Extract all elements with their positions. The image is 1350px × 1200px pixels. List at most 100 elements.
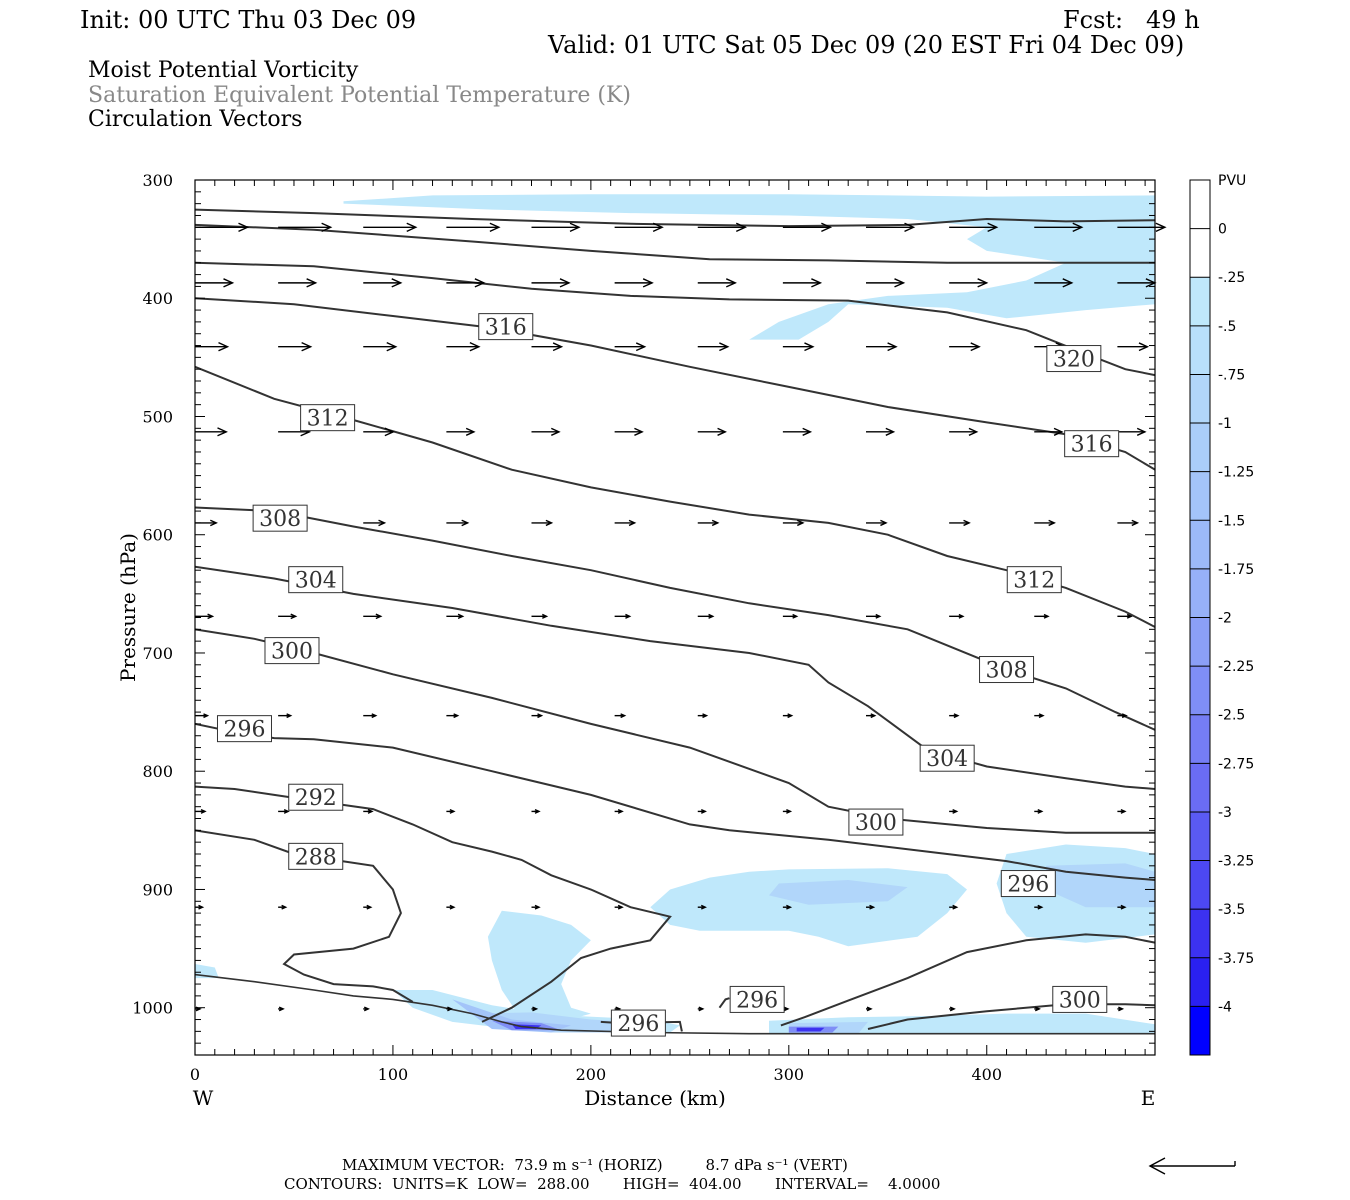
circulation-vector: [866, 613, 882, 619]
svg-text:316: 316: [485, 316, 527, 341]
svg-text:300: 300: [855, 811, 897, 836]
theta-contour-11: [195, 297, 1155, 471]
colorbar-level-label: -3.25: [1218, 854, 1254, 870]
circulation-vector: [782, 342, 815, 352]
contour-label: 308: [979, 656, 1035, 684]
circulation-vectors-layer: [195, 222, 1167, 1012]
circulation-vector: [1117, 519, 1140, 527]
reference-vector: [1148, 1157, 1236, 1175]
theta-contour-14: [195, 208, 1155, 228]
axes-layer: 0 100 200 300 400 300 400 500 600 700 800 900 1000 Di…: [116, 171, 1156, 1110]
circulation-vector: [195, 904, 205, 910]
circulation-vector: [697, 808, 707, 814]
theta-contour-2: [195, 722, 1155, 881]
colorbar: PVU 0 -.25 -.5 -.75 -1 -1.25 -1.5 -1.75 -2 -2.25 -2…: [1189, 173, 1254, 1056]
colorbar-swatch: [1190, 520, 1210, 570]
colorbar-swatch: [1190, 471, 1210, 521]
svg-text:296: 296: [736, 988, 778, 1013]
circulation-vector: [446, 342, 481, 352]
circulation-vector: [866, 519, 888, 527]
circulation-vector: [446, 1006, 454, 1012]
colorbar-swatch: [1190, 763, 1210, 813]
svg-text:292: 292: [295, 786, 337, 811]
circulation-vector: [195, 808, 207, 814]
pv-region-5: [769, 1013, 1155, 1034]
contour-label: 300: [1052, 985, 1108, 1013]
pv-region-0: [343, 194, 1155, 340]
contour-label: 312: [1006, 566, 1062, 594]
contour-label: 308: [252, 504, 308, 532]
x-tick-label: 300: [774, 1065, 805, 1084]
circulation-vector: [195, 222, 250, 232]
circulation-vector: [697, 427, 727, 436]
circulation-vector: [782, 519, 805, 527]
colorbar-swatch: [1190, 1006, 1210, 1056]
circulation-vector: [195, 613, 215, 620]
contour-label: 312: [300, 404, 356, 432]
circulation-vector: [949, 519, 971, 527]
y-tick-label: 700: [142, 644, 173, 663]
contour-label: 296: [1000, 870, 1056, 898]
theta-contour-4: [718, 997, 730, 1009]
circulation-vector: [531, 278, 571, 288]
circulation-vector: [531, 222, 581, 232]
colorbar-unit: PVU: [1218, 173, 1246, 189]
theta-contour-15: [195, 973, 1155, 1035]
colorbar-swatch: [1190, 180, 1210, 230]
svg-text:308: 308: [259, 507, 301, 532]
circulation-vector: [949, 342, 981, 352]
circulation-vector: [446, 904, 456, 910]
circulation-vector: [614, 808, 624, 814]
colorbar-swatch: [1190, 374, 1210, 424]
max-vector-note: MAXIMUM VECTOR: 73.9 m s⁻¹ (HORIZ) 8.7 d…: [342, 1156, 848, 1174]
colorbar-level-label: -.75: [1218, 367, 1245, 383]
circulation-vector: [1117, 427, 1147, 436]
circulation-vector: [531, 713, 544, 719]
contour-info: CONTOURS: UNITS=K LOW= 288.00 HIGH= 404.…: [284, 1175, 941, 1193]
circulation-vector: [363, 1006, 370, 1012]
colorbar-level-label: -3.75: [1218, 951, 1254, 967]
circulation-vector: [278, 613, 298, 620]
contour-label: 316: [1064, 430, 1120, 458]
x-tick-label: 200: [576, 1065, 607, 1084]
valid-time: Valid: 01 UTC Sat 05 Dec 09 (20 EST Fri …: [548, 31, 1185, 59]
circulation-vector: [363, 613, 383, 620]
circulation-vector: [278, 222, 333, 232]
colorbar-level-label: -1.5: [1218, 513, 1245, 529]
circulation-vector: [697, 613, 715, 619]
circulation-vector: [614, 613, 632, 619]
circulation-vector: [446, 808, 456, 814]
colorbar-swatch: [1190, 909, 1210, 959]
circulation-vector: [614, 519, 637, 527]
field-title-theta-es: Saturation Equivalent Potential Temperat…: [88, 83, 631, 108]
circulation-vector: [866, 904, 876, 910]
circulation-vector: [866, 278, 906, 288]
west-label: W: [193, 1086, 214, 1110]
circulation-vector: [614, 427, 644, 436]
colorbar-swatch: [1190, 811, 1210, 862]
circulation-vector: [949, 713, 960, 719]
colorbar-level-label: -3.5: [1218, 902, 1245, 918]
contour-label: 288: [288, 842, 344, 870]
field-title-pv: Moist Potential Vorticity: [88, 58, 359, 83]
circulation-vector: [949, 808, 959, 814]
colorbar-swatch: [1190, 957, 1210, 1007]
pv-shading-layer: [195, 194, 1155, 1034]
circulation-vector: [278, 713, 293, 719]
y-tick-label: 1000: [132, 999, 173, 1018]
circulation-vector: [363, 222, 418, 232]
y-tick-label: 300: [142, 171, 173, 190]
contour-label: 296: [610, 1009, 666, 1037]
colorbar-swatch: [1190, 617, 1210, 667]
circulation-vector: [614, 713, 627, 719]
circulation-vector: [1117, 1006, 1125, 1012]
circulation-vector: [363, 427, 395, 437]
circulation-vector: [1034, 222, 1084, 232]
circulation-vector: [866, 427, 896, 436]
colorbar-level-label: -2.5: [1218, 708, 1245, 724]
svg-text:304: 304: [926, 747, 968, 772]
circulation-vector: [614, 342, 647, 352]
colorbar-swatch: [1190, 666, 1210, 716]
east-label: E: [1141, 1086, 1156, 1110]
circulation-vector: [446, 713, 460, 719]
